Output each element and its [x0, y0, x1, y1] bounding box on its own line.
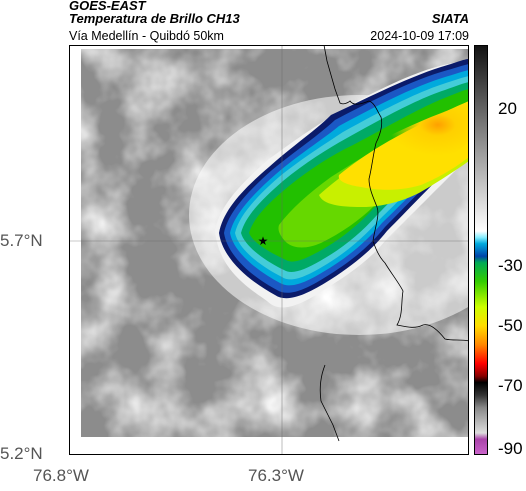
- coastline-border: [319, 45, 469, 442]
- lon-label: 76.3°W: [248, 466, 304, 485]
- timestamp: 2024-10-09 17:09: [370, 29, 469, 43]
- route-subtitle: Vía Medellín - Quibdó 50km: [69, 29, 224, 43]
- colorbar-label: -70: [498, 376, 523, 395]
- org-label: SIATA: [431, 11, 469, 26]
- location-marker-star[interactable]: ★: [258, 234, 269, 248]
- colorbar-fill: [474, 45, 488, 455]
- colorbar-frame: [474, 45, 488, 455]
- colorbar-label: -30: [498, 256, 523, 275]
- lat-label: 5.2°N: [0, 444, 43, 463]
- lon-label: 76.8°W: [33, 466, 89, 485]
- satellite-title: GOES-EAST: [69, 0, 146, 13]
- colorbar: [474, 45, 488, 455]
- colorbar-label: -90: [498, 439, 523, 458]
- product-title: Temperatura de Brillo CH13: [69, 11, 240, 26]
- map-frame: [69, 45, 469, 455]
- satellite-map[interactable]: ★: [69, 45, 469, 455]
- lat-label: 5.7°N: [0, 231, 43, 250]
- colorbar-label: -50: [498, 316, 523, 335]
- colorbar-label: 20: [498, 99, 517, 118]
- storm-core: [357, 101, 469, 170]
